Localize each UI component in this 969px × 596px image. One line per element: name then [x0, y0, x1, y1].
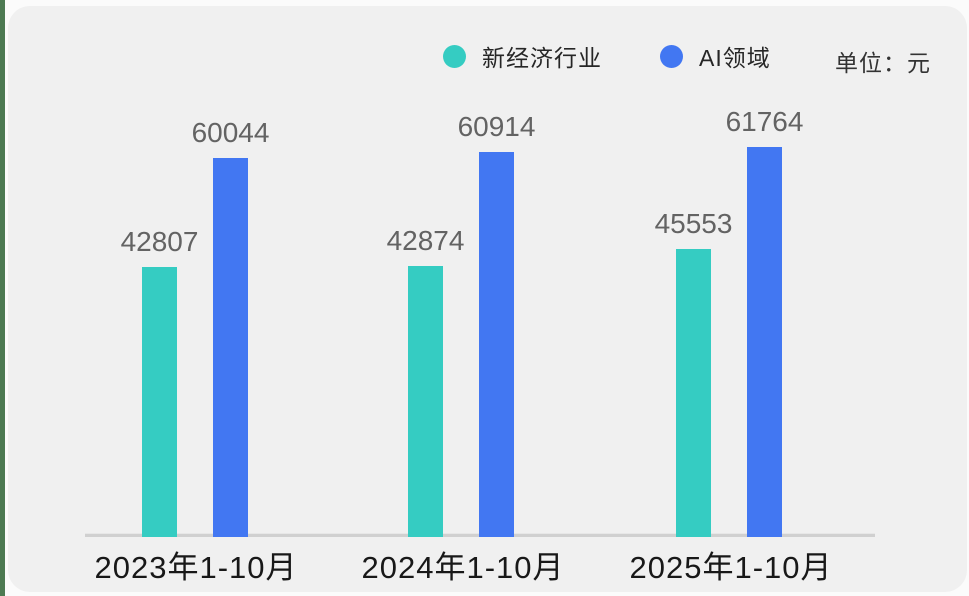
bar-group-2023: 42807 60044 — [121, 117, 269, 537]
left-accent-strip — [0, 0, 5, 596]
bar-col: 42874 — [387, 225, 464, 537]
legend-label: 新经济行业 — [482, 45, 602, 71]
bar-value-label: 45553 — [654, 208, 733, 239]
legend-label: AI领域 — [699, 45, 771, 71]
legend-dot-teal-icon — [443, 44, 466, 68]
bar-group-2025: 45553 61764 — [655, 106, 803, 537]
bar-new-economy-2025[interactable] — [676, 249, 711, 537]
x-axis-label-2025: 2025年1-10月 — [629, 550, 833, 585]
bar-ai-2025[interactable] — [747, 147, 782, 537]
unit-label: 单位：元 — [835, 50, 931, 76]
bar-value-label: 60044 — [191, 117, 270, 148]
bar-value-label: 60914 — [457, 111, 536, 142]
legend-dot-blue-icon — [660, 44, 683, 68]
bar-col: 42807 — [121, 226, 198, 537]
legend: 新经济行业 AI领域 — [443, 39, 771, 73]
bar-col: 45553 — [655, 208, 732, 537]
x-axis-label-2023: 2023年1-10月 — [94, 550, 298, 585]
bar-group-2024: 42874 60914 — [387, 111, 535, 537]
legend-item-ai[interactable]: AI领域 — [660, 39, 771, 73]
bar-value-label: 42874 — [386, 225, 465, 256]
bar-col: 60044 — [192, 117, 269, 537]
legend-item-new-economy[interactable]: 新经济行业 — [443, 39, 602, 73]
bar-new-economy-2024[interactable] — [408, 266, 443, 537]
bar-ai-2024[interactable] — [479, 152, 514, 537]
bar-new-economy-2023[interactable] — [142, 267, 177, 537]
plot-area: 42807 60044 42874 60914 45553 — [0, 100, 969, 537]
x-axis-label-2024: 2024年1-10月 — [361, 550, 565, 585]
bar-col: 61764 — [726, 106, 803, 537]
bar-value-label: 42807 — [120, 226, 199, 257]
bar-col: 60914 — [458, 111, 535, 537]
bar-value-label: 61764 — [725, 106, 804, 137]
bar-ai-2023[interactable] — [213, 158, 248, 537]
